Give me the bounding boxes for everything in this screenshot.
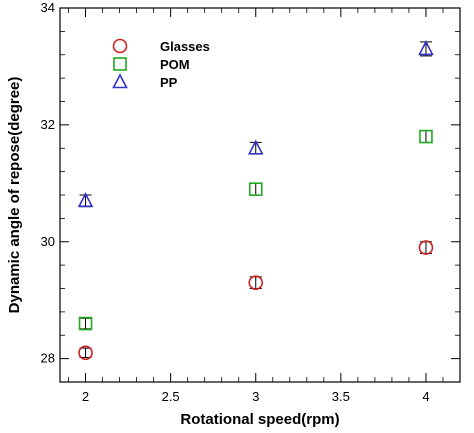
data-layer (77, 40, 434, 361)
x-tick-label: 2 (82, 389, 89, 404)
series-glasses (78, 240, 434, 361)
data-point-glasses (248, 275, 264, 290)
legend-label-pom: POM (160, 57, 190, 72)
data-point-pom (248, 182, 263, 196)
major-ticks (60, 7, 460, 382)
y-tick-label: 34 (41, 0, 55, 15)
x-tick-label: 3 (252, 389, 259, 404)
legend: Glasses POM PP (112, 38, 210, 90)
x-tick-labels: 2 2.5 3 3.5 4 (82, 389, 430, 404)
data-point-pp (247, 139, 264, 155)
legend-marker-glasses (112, 38, 128, 54)
data-point-pp (418, 40, 434, 56)
data-point-glasses (418, 240, 434, 255)
legend-label-glasses: Glasses (160, 39, 210, 54)
plot-frame (59, 7, 461, 383)
x-tick-label: 4 (422, 389, 429, 404)
series-pom (78, 129, 433, 331)
data-point-glasses (78, 345, 93, 361)
x-tick-label: 2.5 (162, 389, 180, 404)
data-point-pom (419, 129, 433, 144)
legend-marker-pp (112, 73, 128, 89)
legend-label-pp: PP (160, 75, 178, 90)
y-axis-title: Dynamic angle of repose(degree) (6, 77, 23, 314)
y-tick-label: 28 (41, 351, 55, 366)
y-tick-label: 30 (41, 234, 55, 249)
data-point-pom (78, 316, 93, 331)
series-pp (77, 40, 434, 208)
y-tick-label: 32 (41, 117, 55, 132)
legend-marker-pom (113, 57, 127, 71)
x-tick-label: 3.5 (332, 389, 350, 404)
data-point-pp (77, 192, 94, 208)
x-axis-title: Rotational speed(rpm) (180, 411, 339, 428)
y-tick-labels: 28 30 32 34 (41, 0, 55, 366)
